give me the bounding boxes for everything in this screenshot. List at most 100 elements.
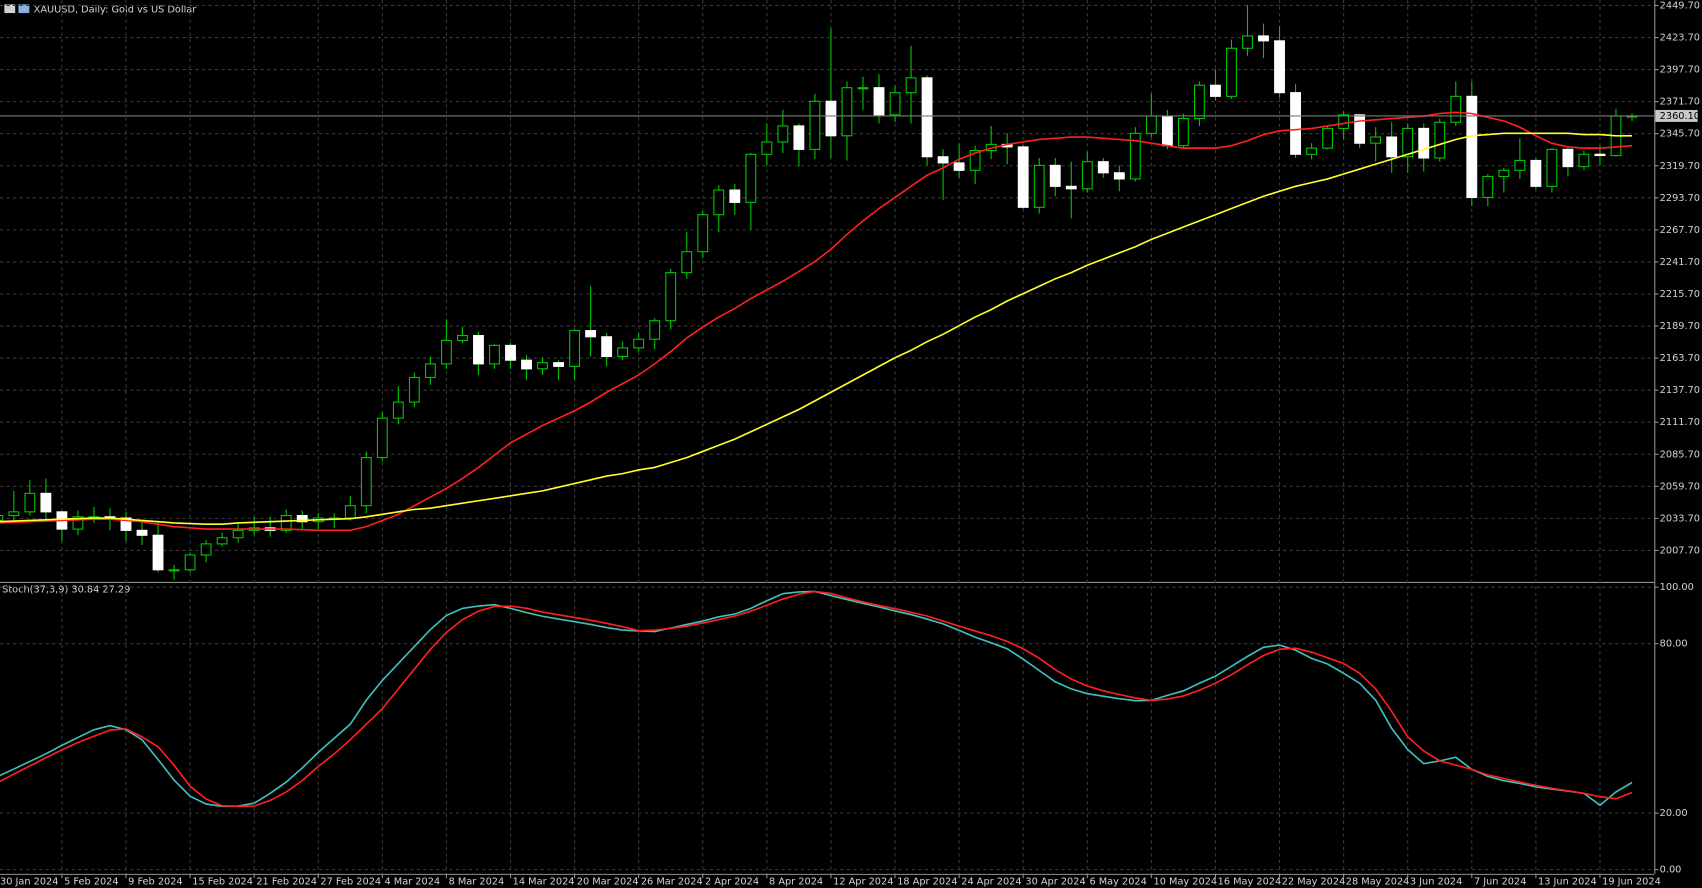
candle-body [1210, 84, 1221, 97]
candle-body [1049, 164, 1061, 187]
candle-body [168, 569, 180, 572]
last-price-label: 2360.10 [1660, 111, 1700, 122]
y-tick-label: 2371.70 [1660, 97, 1700, 108]
candle-body [1017, 146, 1029, 208]
x-tick-label: 13 Jun 2024 [1538, 876, 1597, 887]
y-tick-label: 2345.70 [1660, 129, 1700, 140]
candle-body [1242, 35, 1253, 49]
candle-body [505, 344, 516, 361]
chart-icon[interactable] [18, 4, 30, 14]
candle-body [1450, 95, 1462, 123]
candle-body [441, 339, 452, 365]
candle-body [120, 517, 132, 531]
candle-body [1177, 117, 1189, 147]
y-tick-label: 2111.70 [1660, 417, 1700, 428]
x-tick-label: 15 Feb 2024 [192, 876, 253, 887]
candle-body [1161, 115, 1173, 147]
candle-body [1498, 169, 1510, 178]
candle-body [1338, 114, 1350, 129]
x-tick-label: 3 Jun 2024 [1410, 876, 1462, 887]
candle-body [216, 537, 228, 545]
y-tick-label: 0.00 [1660, 865, 1682, 876]
menu-icon[interactable] [4, 4, 16, 14]
y-tick-label: 2397.70 [1660, 65, 1700, 76]
last-price-box [1655, 109, 1698, 122]
candle-body [1578, 153, 1590, 168]
candle-body [585, 330, 597, 338]
candle-body [1226, 47, 1237, 97]
candle-body [184, 554, 196, 571]
candle-body [1546, 148, 1558, 187]
candle-body [1065, 185, 1077, 190]
x-tick-label: 26 Mar 2024 [641, 876, 703, 887]
x-tick-label: 8 Apr 2024 [769, 876, 823, 887]
candle-body [953, 162, 965, 171]
candle-body [489, 344, 500, 365]
candle-body [1482, 175, 1494, 198]
candle-body [40, 492, 52, 513]
candle-body [777, 125, 789, 143]
candle-body [1354, 114, 1366, 144]
candle-body [1386, 136, 1398, 158]
x-tick-label: 30 Jan 2024 [0, 876, 58, 887]
symbol-icons [4, 4, 30, 14]
y-tick-label: 80.00 [1660, 639, 1688, 650]
x-tick-label: 19 Jun 2024 [1602, 876, 1661, 887]
candle-body [633, 338, 645, 349]
candle-body [24, 492, 36, 513]
y-tick-label: 2137.70 [1660, 385, 1700, 396]
y-tick-label: 2241.70 [1660, 257, 1700, 268]
candle-body [457, 334, 468, 342]
indicator-line [0, 132, 1633, 525]
candle-body [537, 362, 548, 370]
y-tick-label: 2449.70 [1660, 0, 1700, 11]
y-tick-label: 2085.70 [1660, 449, 1700, 460]
candle-body [905, 77, 917, 94]
candle-body [1370, 136, 1382, 144]
candle-body [1145, 115, 1157, 134]
x-tick-label: 16 May 2024 [1218, 876, 1282, 887]
candle-body [232, 529, 244, 539]
candle-body [1562, 148, 1574, 168]
y-tick-label: 2319.70 [1660, 161, 1700, 172]
candle-body [1113, 172, 1125, 180]
plot-area [0, 5, 1655, 808]
candle-body [8, 511, 20, 517]
candle-body [713, 189, 725, 216]
candle-body [424, 363, 436, 378]
candle-body [521, 359, 532, 370]
candle-body [1530, 159, 1542, 187]
candle-body [280, 515, 292, 531]
candle-body [1418, 127, 1430, 159]
candle-body [937, 156, 949, 164]
y-tick-label: 2163.70 [1660, 353, 1700, 364]
x-tick-label: 20 Mar 2024 [577, 876, 639, 887]
indicator-title: Stoch(37,3,9) 30.84 27.29 [2, 584, 130, 595]
y-tick-label: 2189.70 [1660, 321, 1700, 332]
indicator-line [0, 590, 1633, 808]
candle-body [697, 214, 709, 253]
y-tick-label: 2215.70 [1660, 289, 1700, 300]
candle-body [681, 251, 693, 274]
candle-body [601, 336, 613, 358]
candle-body [296, 515, 308, 523]
y-tick-label: 2033.70 [1660, 513, 1700, 524]
x-tick-label: 5 Feb 2024 [64, 876, 118, 887]
candle-body [360, 457, 372, 507]
y-tick-label: 2267.70 [1660, 225, 1700, 236]
candle-body [200, 543, 212, 556]
candle-body [1514, 159, 1526, 171]
candle-body [408, 376, 420, 403]
candle-body [761, 141, 773, 155]
candle-body [921, 77, 933, 158]
x-tick-label: 9 Feb 2024 [128, 876, 182, 887]
x-tick-label: 4 Mar 2024 [385, 876, 441, 887]
x-tick-label: 30 Apr 2024 [1025, 876, 1085, 887]
candle-body [1434, 121, 1446, 159]
x-tick-label: 22 May 2024 [1282, 876, 1346, 887]
candle-body [889, 92, 901, 116]
candle-body [569, 330, 581, 367]
x-tick-label: 8 Mar 2024 [449, 876, 505, 887]
x-tick-label: 10 May 2024 [1154, 876, 1218, 887]
candle-body [1081, 161, 1093, 190]
